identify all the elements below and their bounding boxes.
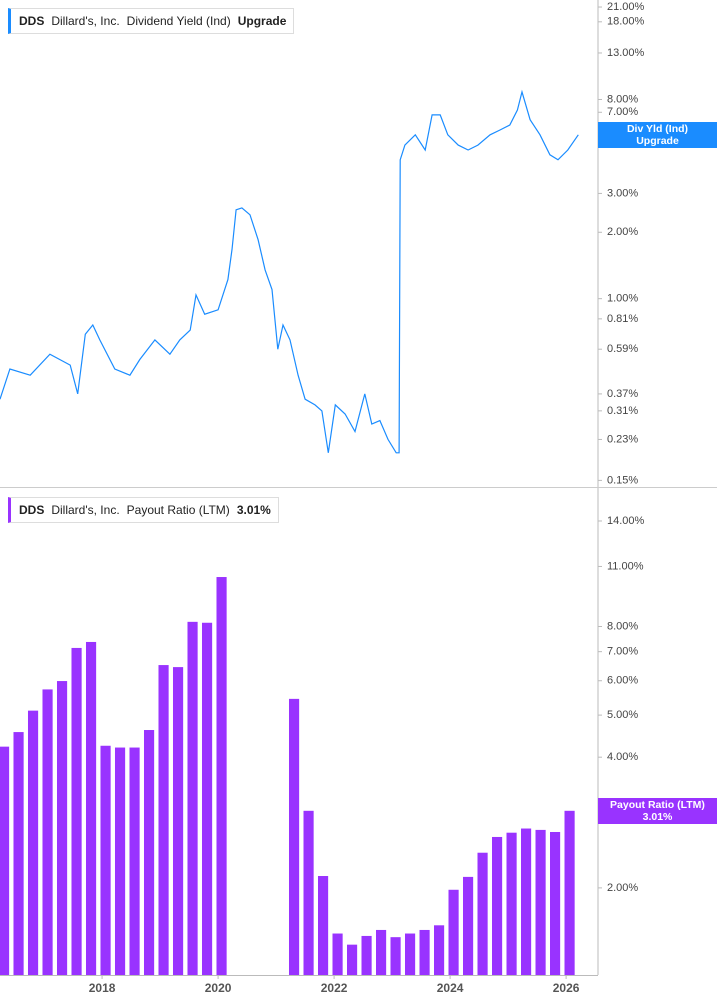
- bar: [477, 852, 488, 975]
- bar: [317, 876, 329, 975]
- y-tick-label: 13.00%: [607, 47, 645, 59]
- y-tick-label: 5.00%: [607, 709, 638, 721]
- x-tick-label: 2018: [89, 981, 116, 995]
- bar: [288, 698, 300, 975]
- y-tick-label: 0.81%: [607, 313, 638, 325]
- bar: [42, 689, 53, 975]
- bar: [13, 732, 24, 975]
- bar: [390, 937, 401, 975]
- last-value-tag: Div Yld (Ind) Upgrade: [598, 121, 717, 148]
- bar: [0, 746, 10, 975]
- bar: [521, 828, 532, 975]
- y-tick-label: 8.00%: [607, 93, 638, 105]
- last-value: 3.01%: [236, 503, 271, 517]
- y-tick-label: 8.00%: [607, 620, 638, 632]
- last-value-tag: Payout Ratio (LTM) 3.01%: [598, 797, 717, 824]
- bar: [375, 929, 387, 975]
- bar: [172, 667, 184, 975]
- bar: [158, 665, 169, 975]
- x-tick-label: 2026: [553, 981, 580, 995]
- bar: [361, 935, 372, 975]
- y-tick-label: 2.00%: [607, 882, 638, 894]
- y-tick-label: 11.00%: [607, 560, 644, 572]
- bar: [143, 730, 155, 975]
- bar: [550, 831, 561, 975]
- y-tick-label: 2.00%: [607, 226, 638, 238]
- bar: [216, 577, 227, 975]
- y-tick-label: 14.00%: [607, 515, 645, 527]
- y-tick-label: 18.00%: [607, 16, 645, 28]
- tag-status: Upgrade: [636, 134, 679, 147]
- legend: DDS Dillard's, Inc. Payout Ratio (LTM) 3…: [8, 497, 279, 523]
- bar: [535, 829, 546, 975]
- legend: DDS Dillard's, Inc. Dividend Yield (Ind)…: [8, 8, 295, 34]
- bar: [100, 745, 111, 975]
- x-tick-label: 2022: [321, 981, 348, 995]
- bar: [114, 747, 126, 975]
- x-tick-label: 2024: [437, 981, 464, 995]
- y-tick-label: 7.00%: [607, 106, 638, 118]
- ticker: DDS: [19, 503, 45, 517]
- bar: [56, 681, 68, 975]
- ticker: DDS: [19, 14, 45, 28]
- bar: [492, 836, 503, 975]
- bar: [564, 810, 575, 975]
- series-name: Payout Ratio (LTM): [126, 503, 230, 517]
- status: Upgrade: [237, 14, 287, 28]
- line: [0, 89, 579, 454]
- bar: [201, 622, 213, 975]
- y-tick-label: 21.00%: [607, 1, 645, 13]
- bar: [332, 933, 343, 975]
- tag-label: Payout Ratio (LTM): [610, 798, 705, 811]
- tag-value: 3.01%: [642, 810, 673, 823]
- bar: [71, 647, 82, 975]
- y-tick-label: 0.31%: [607, 405, 638, 417]
- y-tick-label: 4.00%: [607, 751, 638, 763]
- y-tick-label: 6.00%: [607, 675, 638, 687]
- bar: [346, 944, 358, 975]
- bar: [85, 641, 97, 975]
- y-tick-label: 0.23%: [607, 433, 638, 445]
- bar: [27, 710, 39, 975]
- tag-label: Div Yld (Ind): [626, 122, 689, 135]
- bar: [419, 929, 430, 975]
- bar: [448, 889, 459, 975]
- bar: [303, 810, 314, 975]
- y-tick-label: 7.00%: [607, 646, 638, 658]
- bar: [433, 925, 445, 975]
- bar: [404, 933, 416, 975]
- bar: [129, 747, 140, 975]
- y-tick-label: 0.59%: [607, 343, 638, 355]
- y-tick-label: 1.00%: [607, 293, 638, 305]
- company: Dillard's, Inc.: [51, 503, 120, 517]
- y-tick-label: 0.37%: [607, 388, 638, 400]
- x-tick-label: 2020: [205, 981, 232, 995]
- y-tick-label: 3.00%: [607, 187, 638, 199]
- bar: [506, 832, 517, 975]
- bar: [463, 876, 474, 975]
- y-tick-label: 0.15%: [607, 474, 638, 486]
- company: Dillard's, Inc.: [51, 14, 120, 28]
- bar: [187, 621, 198, 975]
- series-name: Dividend Yield (Ind): [126, 14, 231, 28]
